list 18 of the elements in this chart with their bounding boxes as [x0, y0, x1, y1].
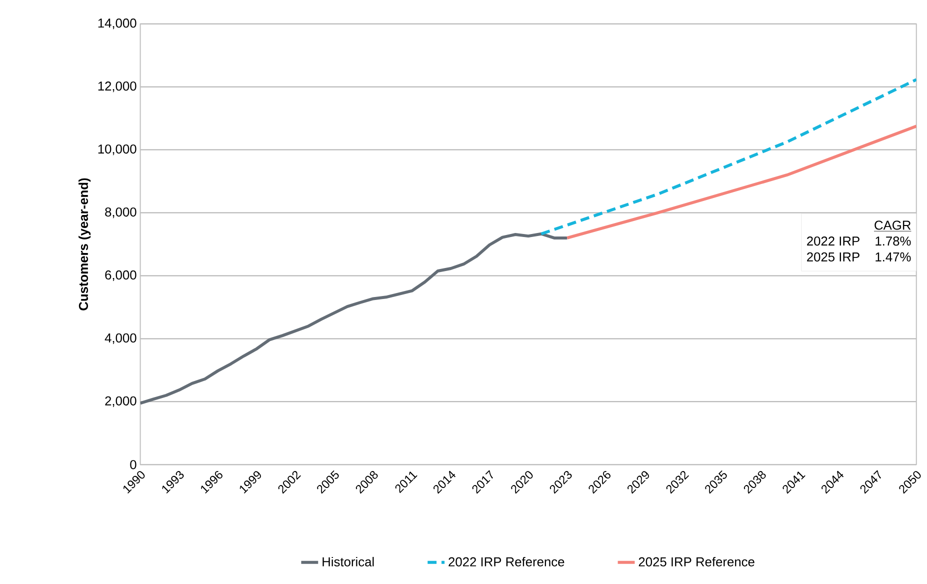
y-tick-label: 12,000 — [98, 81, 136, 92]
y-tick-label: 8,000 — [105, 207, 136, 218]
legend-label: 2022 IRP Reference — [448, 556, 564, 566]
annotation: 1.78% — [876, 236, 911, 246]
y-tick-label: 2,000 — [105, 396, 136, 407]
annotation: 2025 IRP — [807, 252, 860, 262]
annotation: 2022 IRP — [807, 236, 860, 246]
legend-label: 2025 IRP Reference — [638, 556, 754, 566]
annotation: CAGR — [874, 220, 911, 230]
y-tick-label: 4,000 — [104, 333, 136, 344]
legend-label: Historical — [322, 556, 374, 566]
y-tick-label: 6,000 — [105, 270, 136, 282]
annotation: 1.47% — [876, 252, 911, 262]
line-series — [540, 78, 916, 236]
y-axis-title: Customers (year-end) — [78, 178, 91, 310]
y-tick-label: 0 — [130, 460, 136, 470]
y-tick-label: 14,000 — [98, 18, 136, 30]
y-tick-label: 10,000 — [98, 144, 136, 156]
